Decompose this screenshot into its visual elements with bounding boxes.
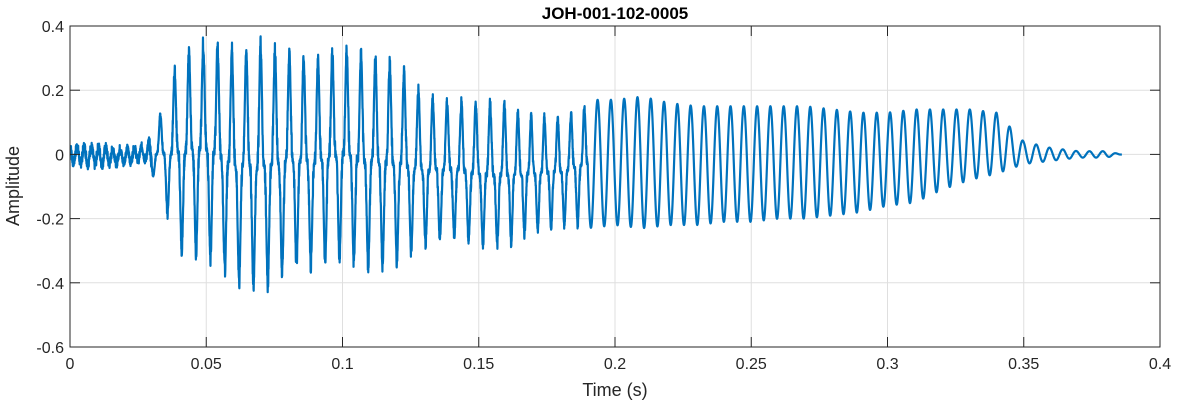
y-tick-label: 0.4 xyxy=(42,19,64,36)
y-tick-label: -0.4 xyxy=(36,276,64,293)
tick-marks xyxy=(69,25,1161,348)
x-tick-labels: 0 0.05 0.1 0.15 0.2 0.25 0.3 0.35 0.4 xyxy=(66,356,1172,373)
y-axis-label: Amplitude xyxy=(3,146,23,226)
x-tick-label: 0.25 xyxy=(736,356,767,373)
y-tick-labels: -0.6 -0.4 -0.2 0 0.2 0.4 xyxy=(36,19,64,357)
waveform-series xyxy=(70,35,1123,294)
y-tick-label: 0 xyxy=(55,147,64,164)
x-tick-label: 0.1 xyxy=(331,356,353,373)
y-tick-label: -0.6 xyxy=(36,340,64,357)
x-tick-label: 0.3 xyxy=(876,356,898,373)
x-tick-label: 0.15 xyxy=(463,356,494,373)
chart-title: JOH-001-102-0005 xyxy=(542,4,688,23)
y-tick-label: 0.2 xyxy=(42,83,64,100)
x-tick-label: 0.2 xyxy=(604,356,626,373)
x-tick-label: 0.4 xyxy=(1149,356,1171,373)
x-tick-label: 0.35 xyxy=(1008,356,1039,373)
waveform-line xyxy=(70,35,1123,294)
x-axis-label: Time (s) xyxy=(582,380,647,400)
x-tick-label: 0.05 xyxy=(191,356,222,373)
x-tick-label: 0 xyxy=(66,356,75,373)
y-tick-label: -0.2 xyxy=(36,212,64,229)
